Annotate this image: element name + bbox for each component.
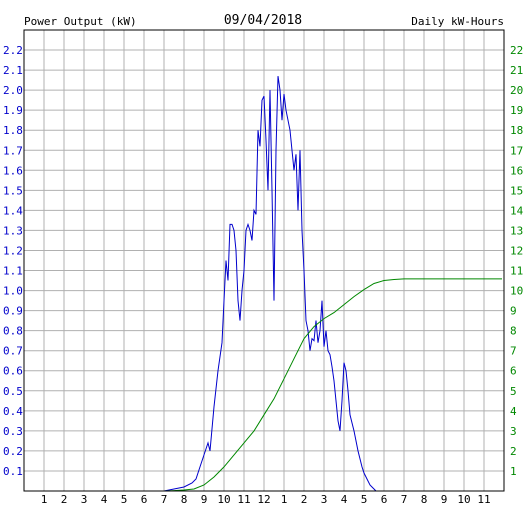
right-tick-label: 9 — [510, 305, 517, 318]
x-tick-label: 12 — [257, 493, 270, 506]
right-tick-label: 5 — [510, 385, 517, 398]
x-tick-label: 1 — [41, 493, 48, 506]
left-tick-label: 2.1 — [3, 64, 23, 77]
left-tick-label: 1.3 — [3, 224, 23, 237]
right-tick-label: 10 — [510, 285, 523, 298]
power-output-line — [163, 76, 404, 492]
left-axis-title: Power Output (kW) — [24, 15, 137, 28]
x-tick-label: 11 — [477, 493, 490, 506]
x-tick-label: 9 — [441, 493, 448, 506]
left-tick-label: 0.6 — [3, 365, 23, 378]
right-tick-label: 21 — [510, 64, 523, 77]
right-tick-label: 20 — [510, 84, 523, 97]
left-tick-label: 0.7 — [3, 345, 23, 358]
right-tick-label: 7 — [510, 345, 517, 358]
x-tick-label: 2 — [301, 493, 308, 506]
x-tick-label: 2 — [61, 493, 68, 506]
x-tick-label: 10 — [457, 493, 470, 506]
right-tick-label: 14 — [510, 204, 524, 217]
x-tick-label: 3 — [81, 493, 88, 506]
left-tick-label: 1.1 — [3, 265, 23, 278]
x-tick-label: 6 — [141, 493, 148, 506]
left-tick-labels: 0.1 0.2 0.3 0.4 0.5 0.6 0.7 0.8 0.9 1.0 1.1 1.2 1.3 1… — [3, 44, 23, 478]
left-tick-label: 0.9 — [3, 305, 23, 318]
daily-kwh-line — [163, 278, 502, 492]
right-tick-label: 11 — [510, 265, 523, 278]
left-tick-label: 0.8 — [3, 325, 23, 338]
left-tick-label: 1.0 — [3, 285, 23, 298]
left-tick-label: 0.5 — [3, 385, 23, 398]
right-axis-title: Daily kW-Hours — [411, 15, 504, 28]
right-tick-label: 1 — [510, 465, 517, 478]
x-tick-labels: 1 2 3 4 5 6 7 8 9 10 11 12 1 2 3 4 5 6 7 8 9 10 11 — [41, 493, 491, 506]
x-tick-label: 7 — [401, 493, 408, 506]
left-tick-label: 0.1 — [3, 465, 23, 478]
right-tick-label: 6 — [510, 365, 517, 378]
right-tick-label: 2 — [510, 445, 517, 458]
left-tick-label: 2.0 — [3, 84, 23, 97]
left-tick-label: 0.4 — [3, 405, 23, 418]
series-lines — [163, 76, 502, 492]
x-tick-label: 10 — [217, 493, 230, 506]
x-tick-label: 1 — [281, 493, 288, 506]
chart-date: 09/04/2018 — [224, 13, 302, 28]
x-tick-label: 3 — [321, 493, 328, 506]
x-tick-label: 5 — [121, 493, 128, 506]
right-tick-label: 18 — [510, 124, 523, 137]
x-tick-label: 6 — [381, 493, 388, 506]
x-tick-label: 8 — [181, 493, 188, 506]
right-tick-label: 4 — [510, 405, 517, 418]
right-tick-label: 22 — [510, 44, 523, 57]
right-tick-label: 12 — [510, 244, 523, 257]
left-tick-label: 1.2 — [3, 244, 23, 257]
x-tick-label: 8 — [421, 493, 428, 506]
left-tick-label: 1.5 — [3, 184, 23, 197]
right-tick-label: 13 — [510, 224, 523, 237]
x-tick-label: 5 — [361, 493, 368, 506]
left-tick-label: 1.7 — [3, 144, 23, 157]
left-tick-label: 0.3 — [3, 425, 23, 438]
right-tick-label: 15 — [510, 184, 523, 197]
x-tick-label: 4 — [341, 493, 348, 506]
left-tick-label: 0.2 — [3, 445, 23, 458]
x-tick-label: 7 — [161, 493, 168, 506]
right-tick-label: 8 — [510, 325, 517, 338]
right-tick-label: 3 — [510, 425, 517, 438]
right-tick-label: 17 — [510, 144, 523, 157]
right-tick-label: 16 — [510, 164, 523, 177]
x-tick-label: 9 — [201, 493, 208, 506]
left-tick-label: 2.2 — [3, 44, 23, 57]
x-tick-label: 4 — [101, 493, 108, 506]
left-tick-label: 1.4 — [3, 204, 23, 217]
right-tick-label: 19 — [510, 104, 523, 117]
left-tick-label: 1.9 — [3, 104, 23, 117]
left-tick-label: 1.6 — [3, 164, 23, 177]
x-tick-label: 11 — [237, 493, 250, 506]
plot-frame — [23, 29, 505, 492]
left-tick-label: 1.8 — [3, 124, 23, 137]
